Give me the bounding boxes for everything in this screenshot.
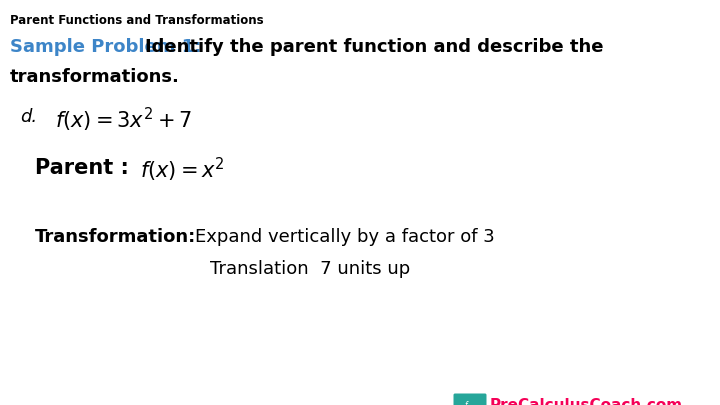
Text: $f(x) = x^2$: $f(x) = x^2$	[140, 156, 225, 184]
Text: Expand vertically by a factor of 3: Expand vertically by a factor of 3	[195, 228, 495, 246]
Text: Parent :: Parent :	[35, 158, 136, 178]
FancyBboxPatch shape	[454, 394, 487, 405]
Text: Sample Problem 1:: Sample Problem 1:	[10, 38, 202, 56]
Text: PreCalculusCoach.com: PreCalculusCoach.com	[490, 399, 683, 405]
Text: Identify the parent function and describe the: Identify the parent function and describ…	[145, 38, 603, 56]
Text: Translation  7 units up: Translation 7 units up	[210, 260, 410, 278]
Text: Parent Functions and Transformations: Parent Functions and Transformations	[10, 14, 264, 27]
Text: transformations.: transformations.	[10, 68, 180, 86]
Text: d.: d.	[20, 108, 37, 126]
Text: Transformation:: Transformation:	[35, 228, 197, 246]
Text: $f(x) = 3x^2 + 7$: $f(x) = 3x^2 + 7$	[55, 106, 192, 134]
Text: $f_{(x)}$: $f_{(x)}$	[464, 399, 476, 405]
